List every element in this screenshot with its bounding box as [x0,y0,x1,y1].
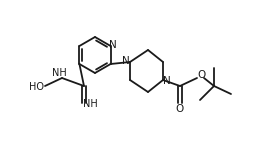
Text: NH: NH [52,68,66,78]
Text: NH: NH [83,99,97,109]
Text: N: N [122,56,130,66]
Text: N: N [109,40,117,50]
Text: HO: HO [29,82,44,92]
Text: O: O [197,70,205,80]
Text: O: O [176,104,184,114]
Text: N: N [163,76,171,86]
